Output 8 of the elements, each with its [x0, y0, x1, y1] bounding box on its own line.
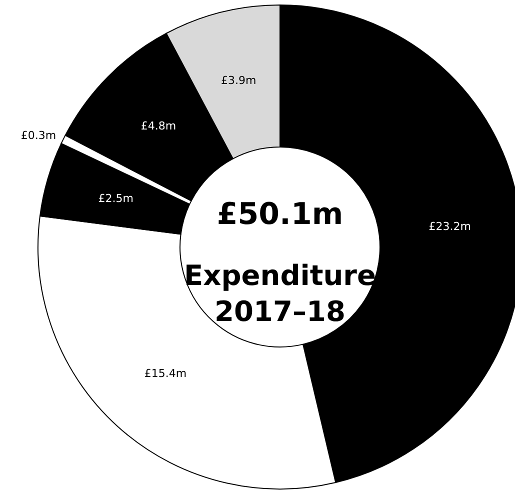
data-label: £2.5m	[98, 192, 134, 205]
text: Expenditure 2017–18	[184, 259, 376, 328]
data-label: £15.4m	[144, 367, 187, 380]
text: £50.1m	[216, 197, 344, 232]
data-label: £23.2m	[428, 220, 471, 234]
data-label: £3.9m	[220, 74, 256, 88]
data-label: £4.8m	[140, 120, 176, 133]
data-label: £0.3m	[20, 128, 56, 142]
